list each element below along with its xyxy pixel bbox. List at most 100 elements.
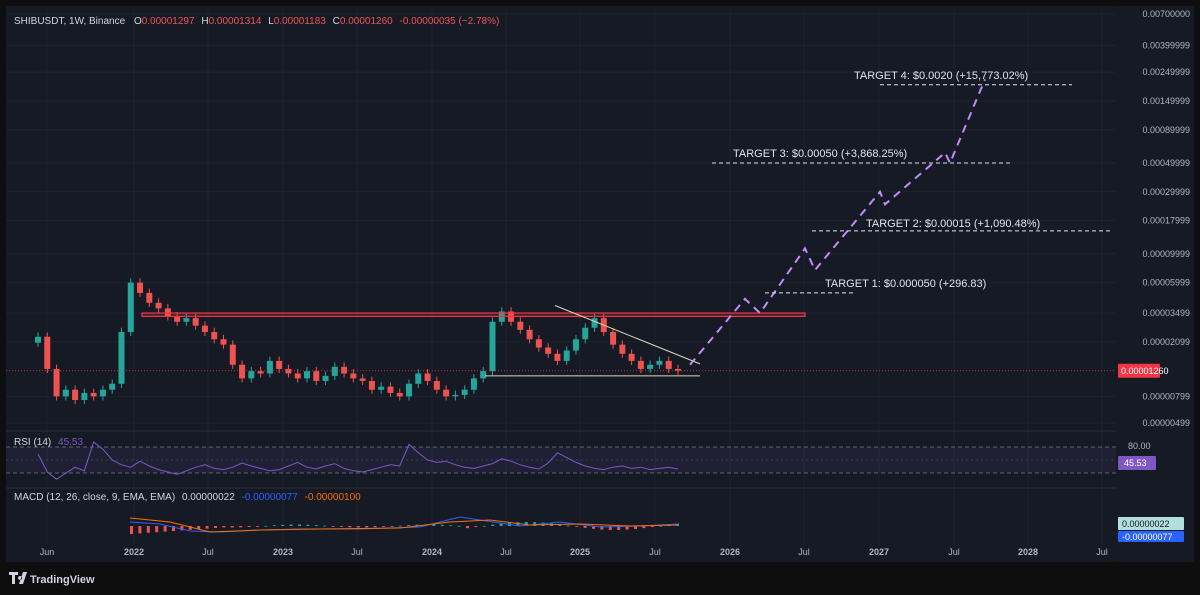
candle-body xyxy=(99,389,106,397)
macd-histogram-bar xyxy=(281,524,285,526)
price-axis[interactable]: 0.00700000 0.00399999 0.00249999 0.00149999… xyxy=(1118,9,1190,428)
macd-histogram-bar xyxy=(239,526,243,528)
macd-histogram-bar xyxy=(172,526,175,531)
macd-histogram-bar xyxy=(146,526,150,533)
macd-histogram-bar xyxy=(340,526,343,527)
macd-histogram-bar xyxy=(575,526,579,527)
time-tick-label: Jul xyxy=(1096,547,1108,557)
macd-histogram-bar xyxy=(566,525,570,527)
candle-body xyxy=(331,366,338,376)
candle-body xyxy=(480,371,487,379)
macd-histogram-bar xyxy=(289,524,293,526)
price-tick-label: 0.00002099 xyxy=(1142,337,1190,347)
macd-histogram-bar xyxy=(558,524,562,526)
macd-histogram-bar xyxy=(617,526,621,530)
time-tick-label: 2023 xyxy=(273,547,293,557)
candle-body xyxy=(109,383,116,390)
candle-body xyxy=(127,282,134,333)
macd-signal-line xyxy=(129,517,679,533)
macd-histogram-bar xyxy=(592,526,595,529)
macd-label[interactable]: MACD (12, 26, close, 9, EMA, EMA) xyxy=(14,492,175,503)
candle-body xyxy=(62,389,69,397)
price-tick-label: 0.00005999 xyxy=(1142,278,1190,288)
candle-body xyxy=(637,360,644,369)
svg-text:RSI (14) 45.53: RSI (14) 45.53 xyxy=(14,437,83,448)
candle-body xyxy=(619,344,626,354)
svg-text:SHIBUSDT, 1W, Binance O0: SHIBUSDT, 1W, Binance O0.00001297 H0.000… xyxy=(14,16,499,27)
candle-body xyxy=(137,282,144,293)
candle-body xyxy=(81,392,88,401)
candle-body xyxy=(535,339,542,348)
time-tick-label: Jul xyxy=(798,547,810,557)
candle-body xyxy=(35,336,41,343)
candle-body xyxy=(591,318,598,328)
macd-histogram-bar xyxy=(180,526,184,531)
rsi-badge[interactable] xyxy=(1118,456,1156,470)
macd-panel[interactable]: 0.00000022 -0.00000077 xyxy=(129,516,1184,542)
candle-body xyxy=(239,364,246,379)
price-tick-label: 0.00049999 xyxy=(1142,158,1190,168)
rsi-label[interactable]: RSI (14) xyxy=(14,437,51,448)
candle-series xyxy=(35,278,681,405)
macd-histogram-bar xyxy=(432,524,436,526)
change-value: -0.00000035 (−2.78%) xyxy=(400,16,500,27)
candle-body xyxy=(341,366,348,374)
open-label: O xyxy=(134,16,142,27)
macd-histogram-bar xyxy=(272,525,276,527)
macd-histogram-bar xyxy=(331,526,335,527)
symbol-label[interactable]: SHIBUSDT, 1W, Binance xyxy=(14,16,126,27)
macd-histogram-bar xyxy=(600,526,604,530)
candle-body xyxy=(610,332,617,345)
time-tick-label: 2025 xyxy=(570,547,590,557)
time-tick-label: 2027 xyxy=(869,547,889,557)
candle-body xyxy=(452,394,459,397)
high-value: 0.00001314 xyxy=(209,16,262,27)
close-value: 0.00001260 xyxy=(340,16,393,27)
current-price-badge[interactable] xyxy=(1118,363,1160,378)
open-value: 0.00001297 xyxy=(142,16,195,27)
time-tick-label: 2024 xyxy=(422,547,442,557)
macd-histogram-bar xyxy=(230,526,234,528)
candle-body xyxy=(545,347,552,354)
macd-histogram-bar xyxy=(457,525,461,527)
macd-histogram-bar xyxy=(222,526,226,528)
macd-badge-top[interactable] xyxy=(1118,517,1184,530)
macd-value-2: -0.00000077 xyxy=(242,492,299,503)
macd-badge-bottom[interactable] xyxy=(1118,531,1184,542)
macd-histogram-bar xyxy=(323,525,327,527)
macd-histogram-bar xyxy=(634,526,637,530)
time-axis[interactable]: Jun 2022 Jul 2023 Jul 2024 Jul 2025 Jul 2026 Jul 20… xyxy=(40,547,1108,557)
rsi-panel[interactable]: 80.00 45.53 xyxy=(6,441,1156,480)
candle-body xyxy=(155,302,162,309)
svg-text:MACD (12, 26, close, 9, EMA, E: MACD (12, 26, close, 9, EMA, EMA) 0.0000… xyxy=(14,492,361,503)
macd-histogram-bar xyxy=(642,526,646,529)
candle-body xyxy=(489,321,496,372)
macd-histogram-bar xyxy=(659,525,663,527)
time-tick-label: Jul xyxy=(202,547,214,557)
target-4-label: TARGET 4: $0.0020 (+15,773.02%) xyxy=(854,70,1028,82)
candle-body xyxy=(406,383,413,397)
candle-body xyxy=(164,308,171,317)
target-1-label: TARGET 1: $0.000050 (+296.83) xyxy=(825,278,986,290)
macd-histogram-bar xyxy=(247,526,251,527)
macd-histogram-bar xyxy=(373,526,377,528)
price-tick-label: 0.00000799 xyxy=(1142,391,1190,401)
rsi-badge-label: 45.53 xyxy=(1124,458,1147,468)
candle-body xyxy=(387,386,394,393)
low-label: L xyxy=(268,16,274,27)
candle-body xyxy=(174,316,181,322)
candle-body xyxy=(675,368,681,371)
resistance-zone xyxy=(141,312,806,317)
candle-body xyxy=(517,321,524,330)
candle-body xyxy=(322,375,329,382)
close-label: C xyxy=(333,16,340,27)
candle-body xyxy=(443,389,450,397)
candle-body xyxy=(433,381,440,390)
macd-histogram-bar xyxy=(356,526,360,528)
macd-value-3: -0.00000100 xyxy=(305,492,362,503)
time-tick-label: Jul xyxy=(500,547,512,557)
candle-body xyxy=(248,371,255,379)
macd-histogram-bar xyxy=(382,526,385,527)
tradingview-logo-icon xyxy=(9,572,27,584)
